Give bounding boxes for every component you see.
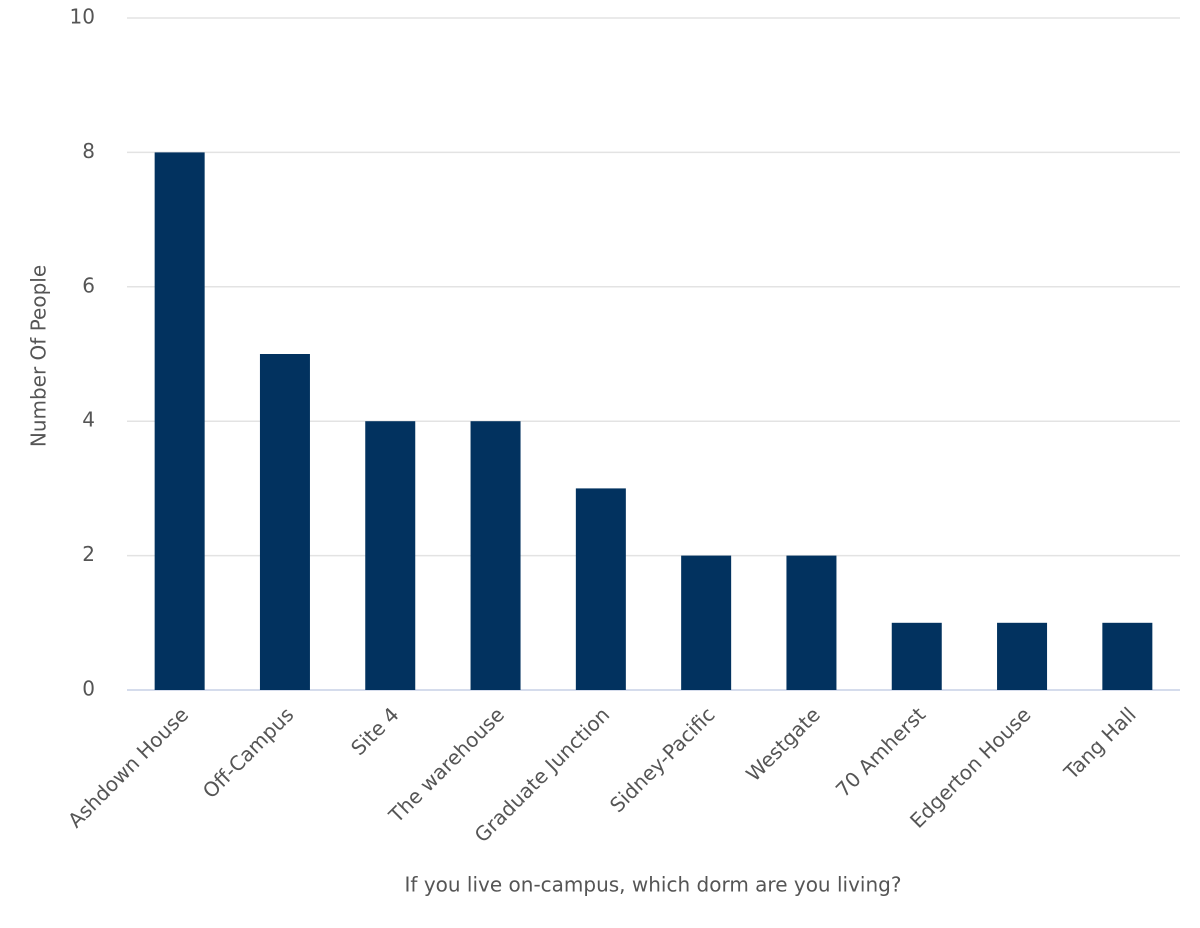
bar [1102,622,1153,690]
x-axis-label: If you live on-campus, which dorm are yo… [405,873,902,897]
y-axis-label: Number Of People [27,265,51,447]
y-tick-label: 8 [82,139,95,163]
bar [786,555,837,690]
x-tick-label: 70 Amherst [831,702,930,801]
x-tick-label: Site 4 [346,702,404,760]
bar [259,354,310,690]
x-tick-label: Ashdown House [63,702,193,832]
bar [365,421,416,690]
bar [997,622,1048,690]
y-tick-label: 0 [82,677,95,701]
bar [470,421,521,690]
x-tick-label: Westgate [741,702,825,786]
x-tick-label: Off-Campus [198,702,299,803]
y-tick-label: 10 [70,5,95,29]
y-tick-label: 6 [82,273,95,297]
x-tick-label: Tang Hall [1059,702,1141,784]
x-tick-label: Sidney-Pacific [605,702,720,817]
bar [891,622,942,690]
bar [681,555,732,690]
bar [575,488,626,690]
bar [154,152,205,690]
y-tick-label: 4 [82,408,95,432]
y-tick-label: 2 [82,542,95,566]
